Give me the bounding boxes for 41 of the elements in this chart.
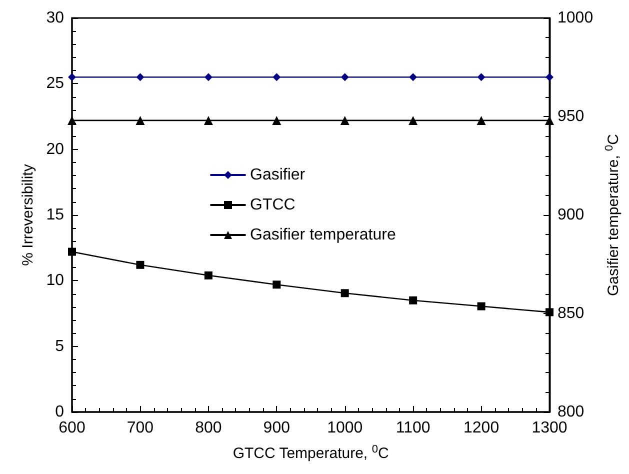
point: [204, 271, 212, 280]
x-tick-label: 600: [58, 420, 86, 436]
y2-tick-label: 1000: [558, 10, 594, 26]
point: [272, 73, 281, 82]
legend-label: GTCC: [250, 196, 296, 214]
y2-tick-label: 950: [558, 108, 584, 125]
point: [68, 73, 76, 82]
y-axis-title: % Irreversibility: [19, 164, 36, 266]
y2-tick-label: 850: [558, 305, 584, 322]
y-tick-label: 30: [46, 10, 64, 26]
point: [136, 73, 144, 82]
legend-label: Gasifier temperature: [250, 226, 396, 244]
y2-tick-label: 900: [558, 206, 584, 224]
x-tick-label: 1000: [327, 420, 363, 436]
point: [409, 73, 418, 82]
point: [546, 73, 554, 82]
x-tick-label: 1100: [396, 420, 430, 436]
y-tick-label: 20: [46, 140, 64, 158]
y-tick-label: 5: [55, 338, 64, 355]
x-tick-label: 800: [195, 420, 222, 436]
point: [272, 280, 281, 289]
point: [546, 308, 554, 316]
y-tick-label: 25: [46, 75, 64, 92]
y-tick-label: 0: [55, 404, 64, 420]
legend-label: Gasifier: [250, 166, 306, 184]
y-tick-label: 10: [46, 272, 64, 290]
x-tick-label: 1200: [463, 420, 500, 436]
point: [136, 260, 144, 269]
point: [68, 248, 76, 256]
point: [477, 73, 486, 82]
point: [340, 73, 349, 82]
y2-tick-label: 800: [558, 404, 584, 420]
x-tick-label: 900: [263, 420, 290, 436]
x-tick-label: 700: [126, 420, 154, 436]
point: [204, 73, 212, 82]
y-tick-label: 15: [46, 206, 64, 224]
x-tick-label: 1300: [532, 420, 568, 436]
point: [409, 296, 418, 304]
y2-axis-title: Gasifier temperature, 0C: [604, 134, 622, 296]
point: [340, 289, 349, 298]
point: [477, 302, 486, 310]
